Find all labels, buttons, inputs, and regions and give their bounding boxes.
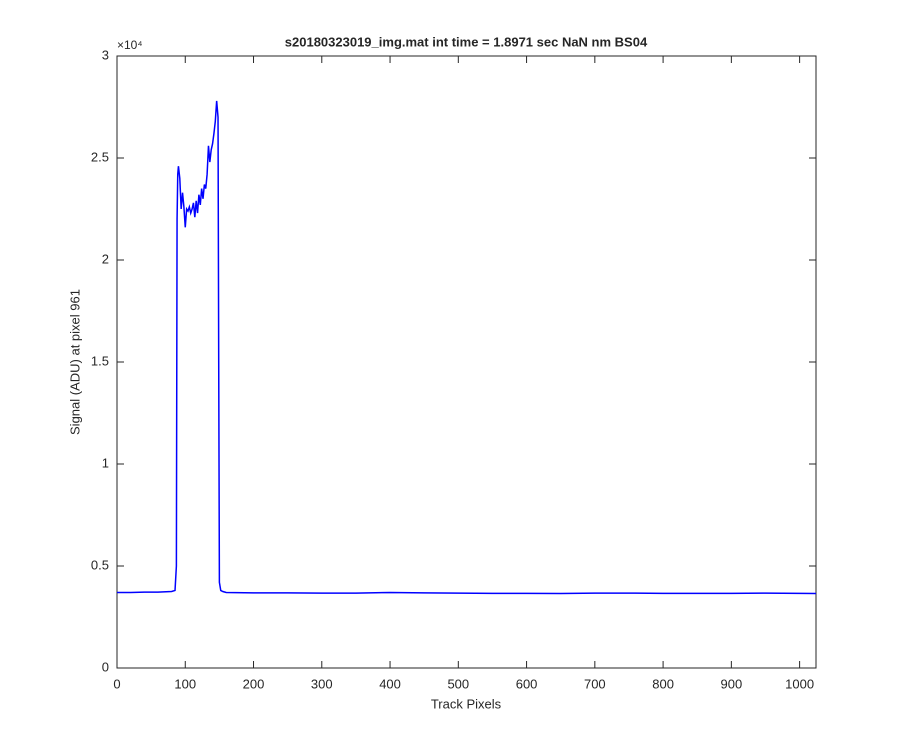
y-tick-label: 1 bbox=[102, 455, 109, 470]
y-axis-label: Signal (ADU) at pixel 961 bbox=[67, 289, 82, 435]
chart-title: s20180323019_img.mat int time = 1.8971 s… bbox=[285, 34, 648, 49]
x-tick-label: 400 bbox=[379, 676, 401, 691]
y-tick-label: 3 bbox=[102, 47, 109, 62]
plot-frame bbox=[116, 55, 817, 669]
x-tick-label: 700 bbox=[584, 676, 606, 691]
y-tick-label: 2.5 bbox=[91, 149, 109, 164]
x-tick-label: 200 bbox=[243, 676, 265, 691]
x-tick-label: 600 bbox=[516, 676, 538, 691]
x-tick-label: 100 bbox=[174, 676, 196, 691]
x-tick-label: 1000 bbox=[785, 676, 814, 691]
y-tick-label: 2 bbox=[102, 251, 109, 266]
data-line bbox=[117, 100, 817, 595]
y-tick-label: 1.5 bbox=[91, 353, 109, 368]
y-tick-label: 0.5 bbox=[91, 557, 109, 572]
x-tick-label: 0 bbox=[113, 676, 120, 691]
y-scale-label: ×10⁴ bbox=[117, 38, 143, 52]
x-axis-label: Track Pixels bbox=[431, 696, 502, 711]
x-tick-label: 800 bbox=[652, 676, 674, 691]
y-tick-label: 0 bbox=[102, 659, 109, 674]
x-tick-label: 300 bbox=[311, 676, 333, 691]
x-tick-label: 900 bbox=[721, 676, 743, 691]
x-tick-label: 500 bbox=[447, 676, 469, 691]
